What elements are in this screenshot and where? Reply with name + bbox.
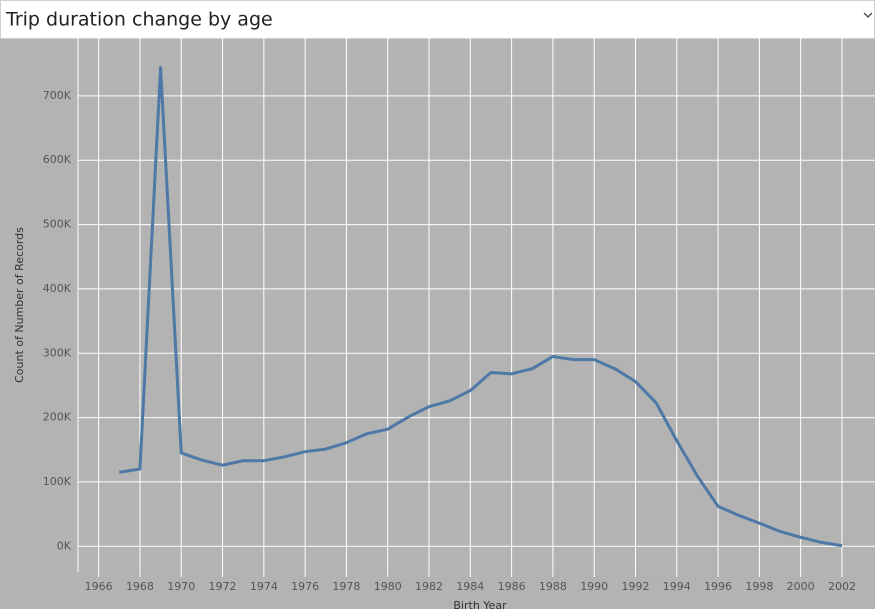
data-line bbox=[119, 66, 843, 548]
x-tick-label: 1982 bbox=[415, 580, 443, 593]
x-tick-label: 1994 bbox=[663, 580, 691, 593]
y-tick-label: 500K bbox=[43, 218, 72, 231]
x-tick-label: 1996 bbox=[704, 580, 732, 593]
x-tick-label: 1980 bbox=[374, 580, 402, 593]
dropdown-arrow[interactable] bbox=[863, 12, 873, 18]
x-tick-label: 1976 bbox=[291, 580, 319, 593]
x-tick-label: 1972 bbox=[209, 580, 237, 593]
x-tick-label: 1984 bbox=[456, 580, 484, 593]
x-tick-label: 1998 bbox=[745, 580, 773, 593]
x-tick-label: 1992 bbox=[621, 580, 649, 593]
y-tick-label: 300K bbox=[43, 346, 72, 359]
x-axis-title: Birth Year bbox=[453, 599, 507, 609]
x-tick-label: 1990 bbox=[580, 580, 608, 593]
x-tick-label: 1974 bbox=[250, 580, 278, 593]
x-tick-label: 1968 bbox=[126, 580, 154, 593]
y-tick-label: 600K bbox=[43, 153, 72, 166]
x-tick-label: 1978 bbox=[332, 580, 360, 593]
x-tick-label: 1970 bbox=[167, 580, 195, 593]
x-tick-label: 1986 bbox=[498, 580, 526, 593]
x-tick-label: 1988 bbox=[539, 580, 567, 593]
y-tick-label: 200K bbox=[43, 411, 72, 424]
y-tick-label: 100K bbox=[43, 475, 72, 488]
y-tick-label: 400K bbox=[43, 282, 72, 295]
y-tick-label: 0K bbox=[57, 539, 72, 552]
x-tick-label: 2002 bbox=[828, 580, 856, 593]
y-tick-label: 700K bbox=[43, 89, 72, 102]
x-tick-label: 1966 bbox=[85, 580, 113, 593]
y-axis-title: Count of Number of Records bbox=[13, 227, 26, 383]
x-tick-label: 2000 bbox=[787, 580, 815, 593]
chart-title: Trip duration change by age bbox=[5, 9, 273, 31]
title-bar bbox=[0, 0, 875, 39]
